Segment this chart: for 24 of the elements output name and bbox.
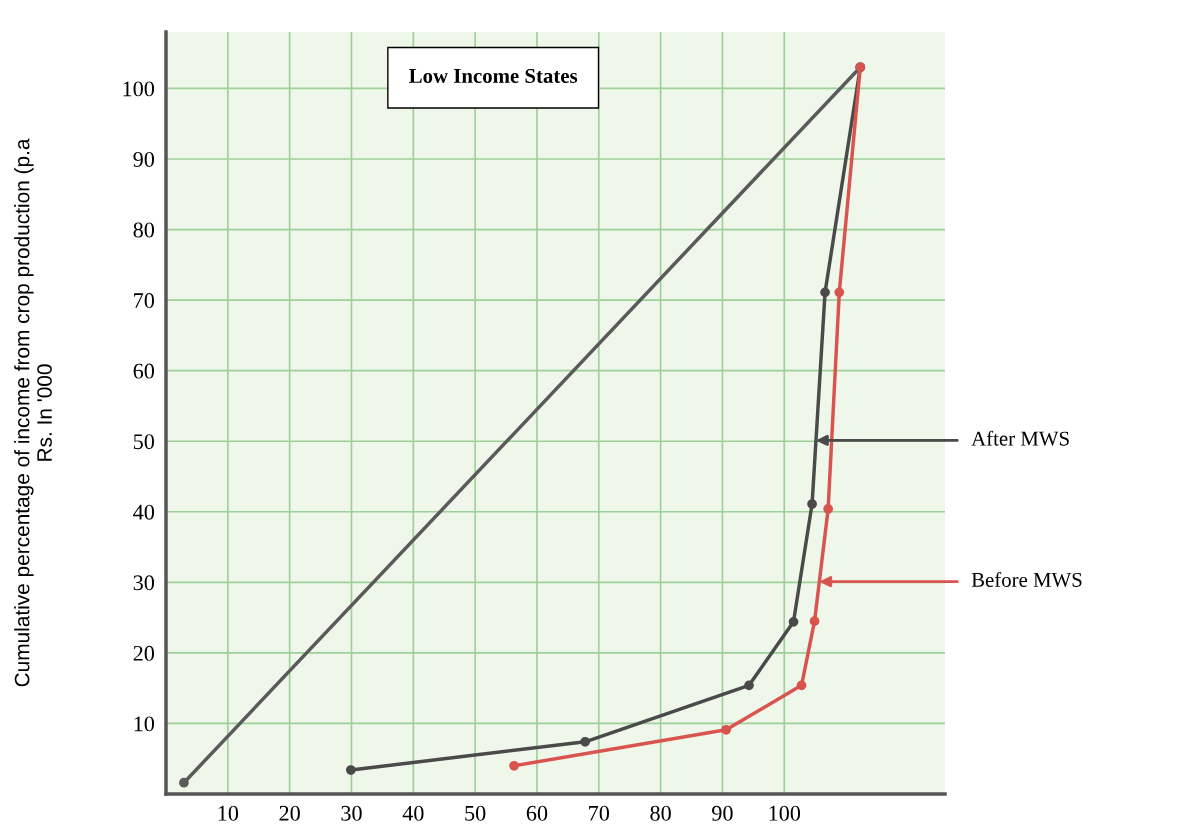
x-tick-label: 50 — [465, 805, 486, 821]
x-tick-label: 60 — [526, 805, 548, 821]
y-tick-label: 20 — [133, 645, 155, 661]
y-tick-label: 40 — [133, 504, 155, 520]
text: Before MWS — [971, 572, 1082, 588]
x-tick-label: 90 — [712, 805, 733, 821]
y-tick-label: 10 — [134, 716, 155, 732]
x-tick-label: 20 — [279, 805, 300, 821]
x-tick-label: 10 — [218, 805, 239, 821]
x-tick-label: 80 — [650, 805, 671, 821]
y-tick-label: 80 — [133, 222, 155, 238]
x-tick-label: 70 — [589, 805, 610, 821]
x-tick-label: 40 — [402, 805, 424, 821]
y-tick-label: 70 — [134, 293, 155, 309]
y-tick-label: 60 — [133, 363, 155, 379]
x-tick-label: 30 — [341, 805, 362, 821]
y-tick-label: 30 — [133, 575, 155, 591]
text: Low Income States — [409, 68, 578, 83]
x-tick-label: 100 — [769, 805, 801, 821]
y-tick-label: 100 — [123, 81, 155, 97]
y-axis-title: Cumulative percentage of income from crop production (p.a Rs. In '000 — [14, 138, 52, 687]
y-tick-label: 90 — [133, 151, 155, 167]
y-tick-label: 50 — [133, 434, 155, 450]
text: After MWS — [971, 430, 1069, 446]
